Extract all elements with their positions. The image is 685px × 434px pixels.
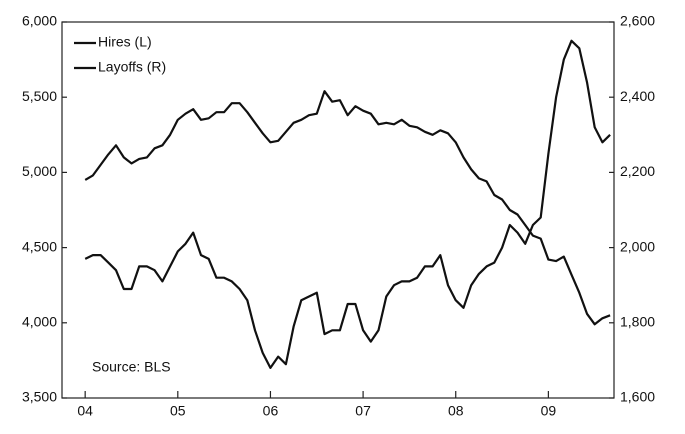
y-tick-label: 5,000: [22, 163, 57, 179]
y-tick-label: 3,500: [22, 389, 57, 405]
x-tick-label: 09: [541, 403, 557, 419]
y-tick-label: 4,500: [22, 238, 57, 254]
y2-tick-label: 1,600: [620, 389, 655, 405]
y2-tick-label: 2,400: [620, 88, 655, 104]
annotation: Source: BLS: [92, 359, 171, 375]
y-tick-label: 6,000: [22, 13, 57, 29]
series-line: [84, 90, 611, 326]
x-tick-label: 05: [170, 403, 186, 419]
x-tick-label: 07: [355, 403, 371, 419]
x-tick-label: 04: [77, 403, 93, 419]
series-line: [84, 39, 611, 369]
y2-tick-label: 2,600: [620, 13, 655, 29]
plot-frame: [61, 21, 615, 399]
y2-tick-label: 1,800: [620, 314, 655, 330]
y2-tick-label: 2,200: [620, 163, 655, 179]
y-tick-label: 5,500: [22, 88, 57, 104]
y2-tick-label: 2,000: [620, 238, 655, 254]
x-tick-label: 08: [448, 403, 464, 419]
legend-label: Hires (L): [98, 34, 152, 50]
x-tick-label: 06: [263, 403, 279, 419]
legend-label: Layoffs (R): [98, 59, 166, 75]
y-tick-label: 4,000: [22, 314, 57, 330]
